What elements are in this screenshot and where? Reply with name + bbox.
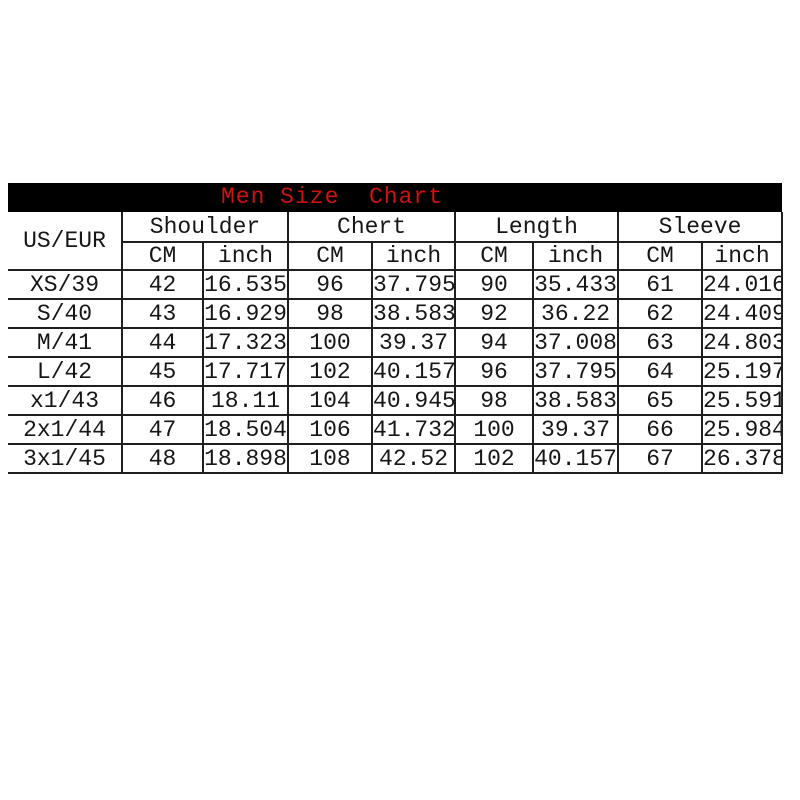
cell-length-cm: 102	[454, 443, 535, 474]
cell-length-cm: 96	[454, 356, 535, 387]
size-chart-table: US/EUR Shoulder Chert Length Sleeve CM i…	[8, 212, 784, 474]
cell-sleeve-cm: 64	[617, 356, 704, 387]
group-header-sleeve: Sleeve	[617, 212, 784, 243]
cell-size: L/42	[8, 356, 123, 387]
size-row-2xl: 2x1/44 47 18.504 106 41.732 100 39.37 66…	[8, 414, 784, 445]
cell-length-inch: 36.22	[532, 298, 620, 329]
cell-shoulder-inch: 18.898	[201, 443, 290, 474]
cell-sleeve-cm: 62	[617, 298, 704, 329]
cell-chert-cm: 102	[287, 356, 374, 387]
subheader-chert-cm: CM	[287, 241, 374, 271]
cell-sleeve-inch: 24.409	[701, 298, 784, 329]
cell-shoulder-cm: 48	[121, 443, 204, 474]
cell-sleeve-cm: 67	[617, 443, 704, 474]
cell-shoulder-inch: 18.504	[201, 414, 290, 445]
size-row-s: S/40 43 16.929 98 38.583 92 36.22 62 24.…	[8, 298, 784, 329]
cell-length-cm: 90	[454, 269, 535, 300]
cell-chert-inch: 38.583	[371, 298, 457, 329]
cell-length-cm: 98	[454, 385, 535, 416]
group-header-shoulder: Shoulder	[120, 212, 290, 243]
cell-shoulder-inch: 18.11	[201, 385, 290, 416]
cell-chert-cm: 100	[287, 327, 374, 358]
cell-chert-cm: 98	[287, 298, 374, 329]
size-chart-title-bar: Men Size Chart	[8, 183, 782, 212]
cell-length-inch: 39.37	[532, 414, 620, 445]
cell-size: 3x1/45	[8, 443, 123, 474]
corner-header-us-eur: US/EUR	[8, 212, 123, 271]
size-row-l: L/42 45 17.717 102 40.157 96 37.795 64 2…	[8, 356, 784, 387]
cell-size: M/41	[8, 327, 123, 358]
cell-chert-inch: 37.795	[371, 269, 457, 300]
cell-sleeve-inch: 24.803	[701, 327, 784, 358]
cell-shoulder-inch: 16.929	[201, 298, 290, 329]
cell-chert-inch: 40.157	[371, 356, 457, 387]
cell-chert-inch: 42.52	[371, 443, 457, 474]
cell-chert-cm: 104	[287, 385, 374, 416]
cell-chert-inch: 40.945	[371, 385, 457, 416]
subheader-sleeve-cm: CM	[617, 241, 704, 271]
cell-shoulder-cm: 44	[121, 327, 204, 358]
subheader-shoulder-inch: inch	[201, 241, 290, 271]
cell-sleeve-inch: 26.378	[701, 443, 784, 474]
cell-sleeve-cm: 63	[617, 327, 704, 358]
size-chart-title: Men Size Chart	[220, 184, 444, 210]
cell-shoulder-inch: 16.535	[201, 269, 290, 300]
group-header-chert: Chert	[287, 212, 457, 243]
group-header-row: US/EUR Shoulder Chert Length Sleeve	[8, 212, 784, 271]
subheader-row: CM inch CM inch CM inch CM inch	[8, 241, 784, 271]
cell-size: x1/43	[8, 385, 123, 416]
group-header-length: Length	[454, 212, 620, 243]
subheader-shoulder-cm: CM	[121, 241, 204, 271]
cell-sleeve-cm: 61	[617, 269, 704, 300]
cell-chert-inch: 39.37	[371, 327, 457, 358]
cell-shoulder-inch: 17.717	[201, 356, 290, 387]
cell-shoulder-cm: 45	[121, 356, 204, 387]
cell-shoulder-inch: 17.323	[201, 327, 290, 358]
cell-length-inch: 35.433	[532, 269, 620, 300]
subheader-length-cm: CM	[454, 241, 535, 271]
cell-sleeve-inch: 25.197	[701, 356, 784, 387]
cell-shoulder-cm: 43	[121, 298, 204, 329]
cell-size: XS/39	[8, 269, 123, 300]
cell-chert-cm: 96	[287, 269, 374, 300]
cell-sleeve-inch: 25.591	[701, 385, 784, 416]
subheader-sleeve-inch: inch	[701, 241, 784, 271]
cell-size: 2x1/44	[8, 414, 123, 445]
cell-shoulder-cm: 47	[121, 414, 204, 445]
subheader-chert-inch: inch	[371, 241, 457, 271]
cell-length-inch: 37.008	[532, 327, 620, 358]
cell-length-inch: 37.795	[532, 356, 620, 387]
cell-length-inch: 40.157	[532, 443, 620, 474]
size-row-3xl: 3x1/45 48 18.898 108 42.52 102 40.157 67…	[8, 443, 784, 474]
cell-sleeve-inch: 25.984	[701, 414, 784, 445]
cell-shoulder-cm: 42	[121, 269, 204, 300]
size-row-xs: XS/39 42 16.535 96 37.795 90 35.433 61 2…	[8, 269, 784, 300]
cell-length-cm: 100	[454, 414, 535, 445]
cell-shoulder-cm: 46	[121, 385, 204, 416]
cell-length-cm: 92	[454, 298, 535, 329]
cell-chert-inch: 41.732	[371, 414, 457, 445]
size-chart: Men Size Chart US/EUR Shoulder Chert Len…	[8, 183, 784, 474]
size-row-xl: x1/43 46 18.11 104 40.945 98 38.583 65 2…	[8, 385, 784, 416]
cell-chert-cm: 106	[287, 414, 374, 445]
cell-sleeve-inch: 24.016	[701, 269, 784, 300]
cell-size: S/40	[8, 298, 123, 329]
cell-sleeve-cm: 65	[617, 385, 704, 416]
cell-chert-cm: 108	[287, 443, 374, 474]
subheader-length-inch: inch	[532, 241, 620, 271]
cell-length-cm: 94	[454, 327, 535, 358]
cell-sleeve-cm: 66	[617, 414, 704, 445]
size-row-m: M/41 44 17.323 100 39.37 94 37.008 63 24…	[8, 327, 784, 358]
cell-length-inch: 38.583	[532, 385, 620, 416]
